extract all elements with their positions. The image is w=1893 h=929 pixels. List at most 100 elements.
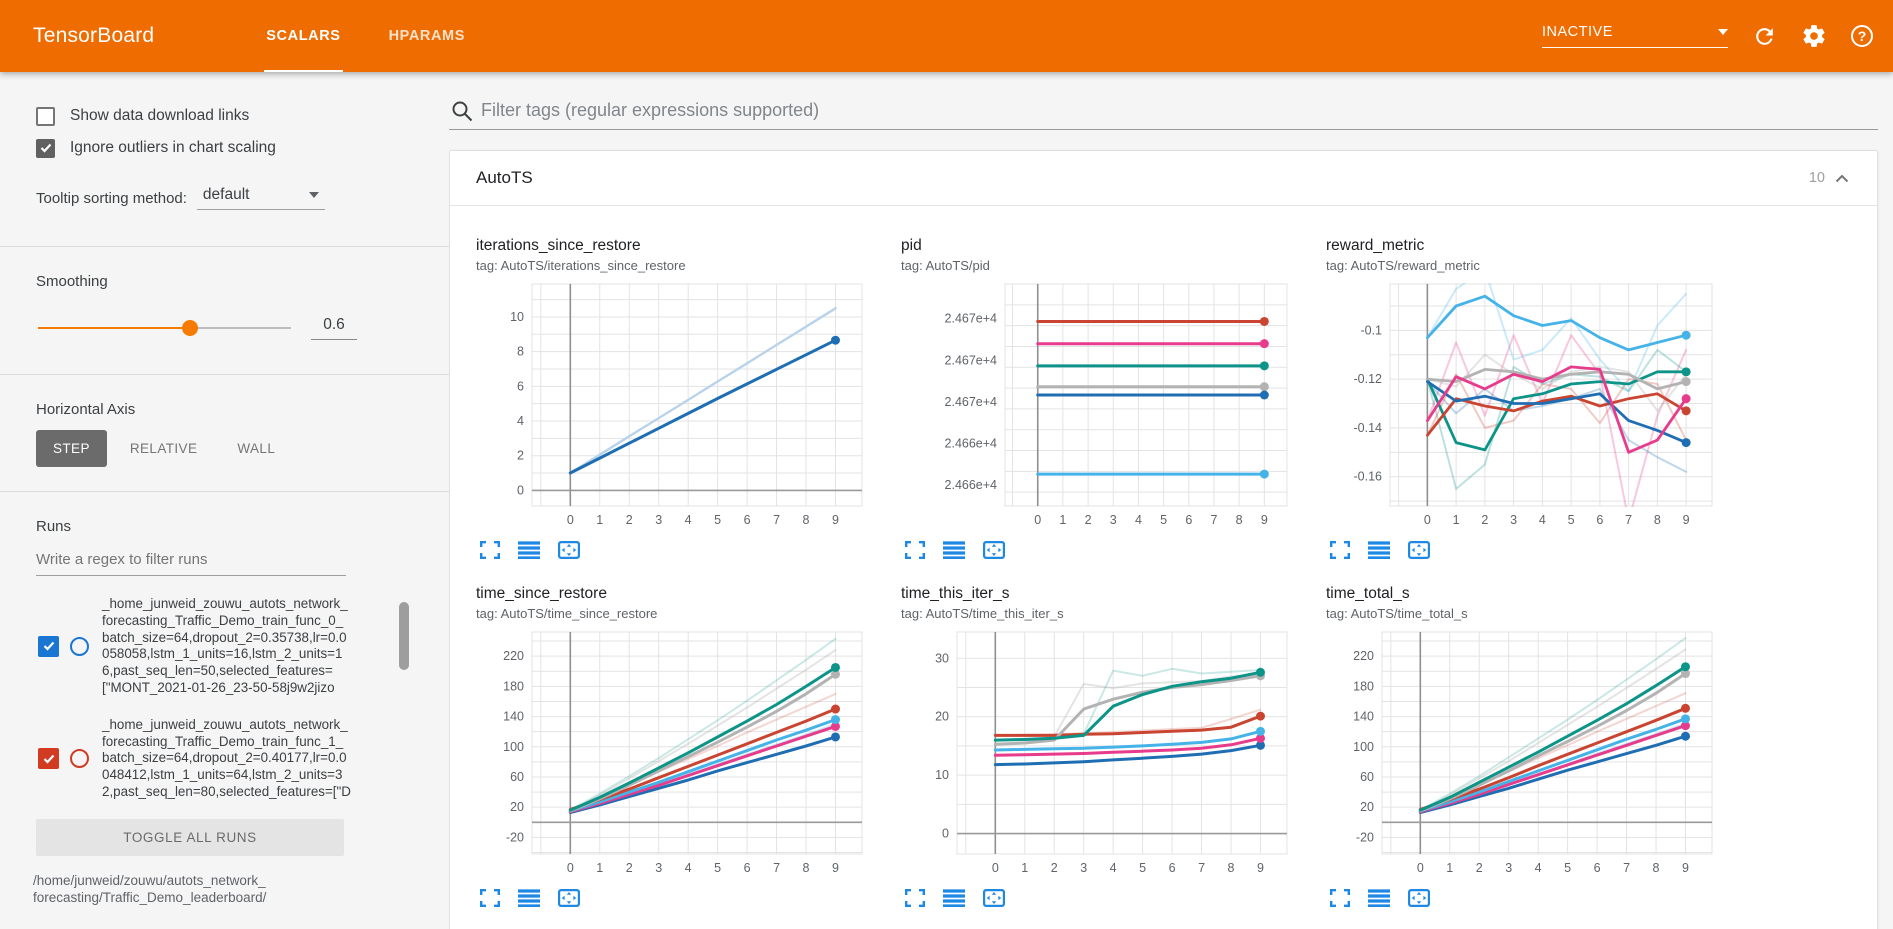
tooltip-sort-select[interactable]: default	[196, 186, 325, 210]
tag-filter-input[interactable]	[481, 100, 1878, 121]
svg-text:60: 60	[1360, 770, 1374, 784]
run-name-line: 6,past_seq_len=50,selected_features=	[102, 663, 333, 679]
run-radio[interactable]	[70, 749, 89, 769]
fit-domain-icon[interactable]	[983, 541, 1005, 559]
chart-canvas[interactable]: 2.467e+4 2.467e+4 2.467e+4 2.466e+4 2.466e+4…	[901, 278, 1301, 536]
svg-text:180: 180	[503, 679, 524, 693]
chart-canvas[interactable]: 220 180 140 100 60 20 -20 0 1 2 3 4 5 6 7 8 9	[476, 626, 876, 884]
run-item[interactable]: _home_junweid_zouwu_autots_network_ fore…	[38, 717, 449, 801]
show-download-links-checkbox[interactable]	[36, 106, 55, 126]
svg-text:2: 2	[1085, 513, 1092, 527]
svg-text:2.466e+4: 2.466e+4	[945, 478, 998, 492]
svg-text:30: 30	[935, 651, 949, 665]
search-icon	[452, 101, 473, 121]
fullscreen-icon[interactable]	[905, 541, 925, 559]
chart-toolbar	[1326, 888, 1751, 908]
fit-domain-icon[interactable]	[1408, 541, 1430, 559]
tab-hparams-label: HPARAMS	[388, 28, 466, 44]
tab-hparams[interactable]: HPARAMS	[365, 0, 489, 72]
svg-text:6: 6	[1594, 861, 1601, 875]
chart-canvas[interactable]: 30 20 10 0 0 1 2 3 4 5 6 7 8 9	[901, 626, 1301, 884]
fit-domain-icon[interactable]	[983, 889, 1005, 907]
runs-scrollbar[interactable]	[399, 602, 409, 670]
axis-wall-button[interactable]: WALL	[220, 430, 292, 467]
fullscreen-icon[interactable]	[480, 541, 500, 559]
svg-text:9: 9	[1257, 861, 1264, 875]
card-title: AutoTS	[476, 168, 533, 187]
svg-text:-20: -20	[506, 830, 524, 844]
svg-text:1: 1	[1021, 861, 1028, 875]
expand-lines-icon[interactable]	[1368, 541, 1390, 559]
svg-text:5: 5	[714, 513, 721, 527]
tag-filter-field	[449, 92, 1878, 130]
run-name: _home_junweid_zouwu_autots_network_ fore…	[102, 596, 400, 697]
refresh-icon[interactable]	[1752, 24, 1777, 49]
fit-domain-icon[interactable]	[558, 889, 580, 907]
svg-text:2: 2	[626, 513, 633, 527]
fit-domain-icon[interactable]	[1408, 889, 1430, 907]
runs-filter-input[interactable]	[36, 551, 346, 568]
svg-text:4: 4	[685, 861, 692, 875]
svg-text:-0.12: -0.12	[1354, 372, 1383, 386]
svg-text:5: 5	[1160, 513, 1167, 527]
autots-card: AutoTS 10 iterations_since_restore tag: …	[449, 150, 1878, 929]
chart-tag: tag: AutoTS/time_this_iter_s	[901, 606, 1064, 621]
chart-iterations-since-restore: iterations_since_restore tag: AutoTS/ite…	[476, 236, 901, 560]
expand-lines-icon[interactable]	[1368, 889, 1390, 907]
svg-text:6: 6	[517, 379, 524, 393]
svg-text:0: 0	[517, 483, 524, 497]
smoothing-label: Smoothing	[36, 273, 108, 290]
fullscreen-icon[interactable]	[905, 889, 925, 907]
horizontal-axis-buttons: STEP RELATIVE WALL	[36, 430, 449, 467]
status-value: INACTIVE	[1542, 24, 1613, 40]
run-name-line: 2,past_seq_len=80,selected_features=["D	[102, 783, 351, 799]
svg-text:7: 7	[773, 513, 780, 527]
svg-text:7: 7	[1198, 861, 1205, 875]
slider-fill	[38, 327, 190, 329]
fullscreen-icon[interactable]	[480, 889, 500, 907]
main-tabs: SCALARS HPARAMS	[242, 0, 489, 72]
chart-tag: tag: AutoTS/pid	[901, 258, 990, 273]
svg-text:3: 3	[1080, 861, 1087, 875]
expand-lines-icon[interactable]	[518, 889, 540, 907]
status-dropdown[interactable]: INACTIVE	[1542, 24, 1728, 48]
settings-gear-icon[interactable]	[1801, 23, 1827, 49]
smoothing-slider[interactable]	[38, 320, 291, 336]
run-checkbox[interactable]	[38, 748, 59, 770]
svg-text:220: 220	[1353, 649, 1374, 663]
chevron-up-icon[interactable]	[1835, 174, 1849, 183]
chart-canvas[interactable]: -0.1 -0.12 -0.14 -0.16 0 1 2 3 4 5 6 7 8 9	[1326, 278, 1726, 536]
run-item[interactable]: _home_junweid_zouwu_autots_network_ fore…	[38, 596, 449, 697]
expand-lines-icon[interactable]	[943, 889, 965, 907]
fullscreen-icon[interactable]	[1330, 541, 1350, 559]
chart-canvas[interactable]: 220 180 140 100 60 20 -20 0 1 2 3 4 5 6 7 8 9	[1326, 626, 1726, 884]
tab-scalars[interactable]: SCALARS	[242, 0, 364, 72]
log-directory-path: /home/junweid/zouwu/autots_network_ fore…	[33, 872, 449, 907]
axis-relative-button[interactable]: RELATIVE	[113, 430, 214, 467]
svg-text:2: 2	[1051, 861, 1058, 875]
show-download-links-label: Show data download links	[70, 107, 250, 124]
run-name-line: _home_junweid_zouwu_autots_network_	[102, 596, 348, 611]
slider-thumb[interactable]	[181, 320, 198, 336]
fit-domain-icon[interactable]	[558, 541, 580, 559]
expand-lines-icon[interactable]	[943, 541, 965, 559]
svg-text:0: 0	[567, 861, 574, 875]
svg-text:60: 60	[510, 770, 524, 784]
fullscreen-icon[interactable]	[1330, 889, 1350, 907]
run-name-line: ["MONT_2021-01-26_23-50-58j9w2jizo	[102, 679, 335, 695]
run-checkbox[interactable]	[38, 635, 59, 657]
svg-text:5: 5	[714, 861, 721, 875]
run-radio[interactable]	[70, 636, 89, 656]
chart-canvas[interactable]: 0 2 4 6 8 10 0 1 2 3 4 5 6 7 8 9	[476, 278, 876, 536]
run-name: _home_junweid_zouwu_autots_network_ fore…	[102, 717, 400, 801]
svg-text:140: 140	[1353, 710, 1374, 724]
axis-step-button[interactable]: STEP	[36, 430, 107, 467]
help-icon[interactable]: ?	[1851, 25, 1873, 47]
toggle-all-runs-button[interactable]: TOGGLE ALL RUNS	[36, 818, 344, 856]
svg-text:8: 8	[517, 345, 524, 359]
autots-card-header[interactable]: AutoTS 10	[450, 151, 1877, 206]
expand-lines-icon[interactable]	[518, 541, 540, 559]
check-icon	[40, 143, 51, 153]
ignore-outliers-checkbox[interactable]	[36, 138, 55, 158]
svg-text:5: 5	[1564, 861, 1571, 875]
